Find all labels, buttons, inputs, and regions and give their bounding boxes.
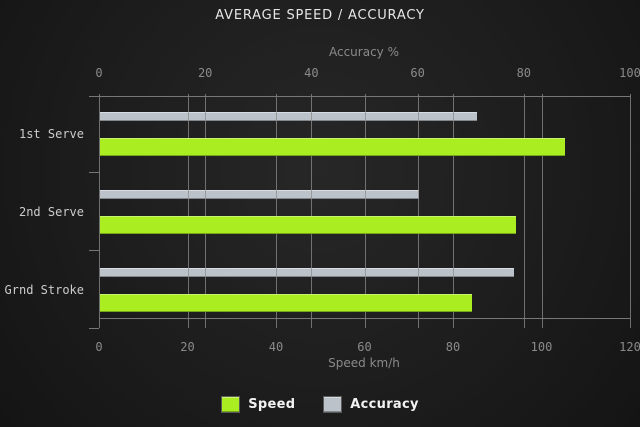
category-label: 1st Serve	[18, 127, 84, 141]
top-axis-title: Accuracy %	[328, 45, 400, 59]
category-notch	[89, 328, 99, 329]
speed-bar	[100, 216, 516, 234]
chart-title: AVERAGE SPEED / ACCURACY	[215, 8, 425, 23]
legend-label-accuracy: Accuracy	[350, 397, 419, 412]
speed-bar	[100, 294, 472, 312]
gridline	[205, 94, 206, 328]
top-axis-tick-label: 80	[516, 66, 532, 80]
top-axis-tick-label: 60	[410, 66, 425, 80]
bottom-axis-tick-label: 0	[95, 340, 103, 354]
accuracy-bar	[100, 268, 515, 277]
category-notch	[89, 250, 99, 251]
accuracy-bar	[100, 190, 419, 199]
accuracy-bar	[100, 112, 477, 121]
bottom-axis-tick-label: 80	[445, 340, 461, 354]
top-axis-tick-label: 0	[95, 66, 103, 80]
speed-bar	[100, 138, 565, 156]
bottom-axis-title: Speed km/h	[328, 356, 400, 370]
gridline	[524, 94, 525, 328]
gridline	[453, 94, 454, 328]
top-axis-tick-label: 100	[619, 66, 640, 80]
plot-area	[89, 94, 631, 329]
bottom-axis-tick-label: 120	[619, 340, 640, 354]
gridline	[542, 94, 543, 328]
gridline	[276, 94, 277, 328]
top-axis-tick-label: 40	[304, 66, 319, 80]
top-axis-tick-label: 20	[197, 66, 213, 80]
legend-label-speed: Speed	[248, 397, 296, 412]
bottom-axis-tick-label: 20	[180, 340, 195, 354]
legend-item-accuracy: Accuracy	[323, 396, 419, 413]
gridline	[311, 94, 312, 328]
category-notch	[89, 172, 99, 173]
gridline	[630, 94, 631, 328]
legend: Speed Accuracy	[0, 396, 640, 413]
speed-swatch-icon	[221, 396, 241, 413]
gridline	[418, 94, 419, 328]
bottom-axis-tick-label: 60	[357, 340, 372, 354]
bottom-axis-tick-label: 40	[268, 340, 284, 354]
accuracy-swatch-icon	[323, 396, 343, 413]
gridline	[188, 94, 189, 328]
bottom-axis-tick-label: 100	[530, 340, 553, 354]
category-label: Grnd Stroke	[4, 283, 84, 297]
legend-item-speed: Speed	[221, 396, 295, 413]
plot-bottom-border	[99, 318, 630, 319]
category-label: 2nd Serve	[18, 205, 84, 219]
gridline	[365, 94, 366, 328]
category-notch	[89, 96, 99, 97]
plot-top-border	[99, 96, 630, 97]
gridline	[99, 94, 100, 328]
